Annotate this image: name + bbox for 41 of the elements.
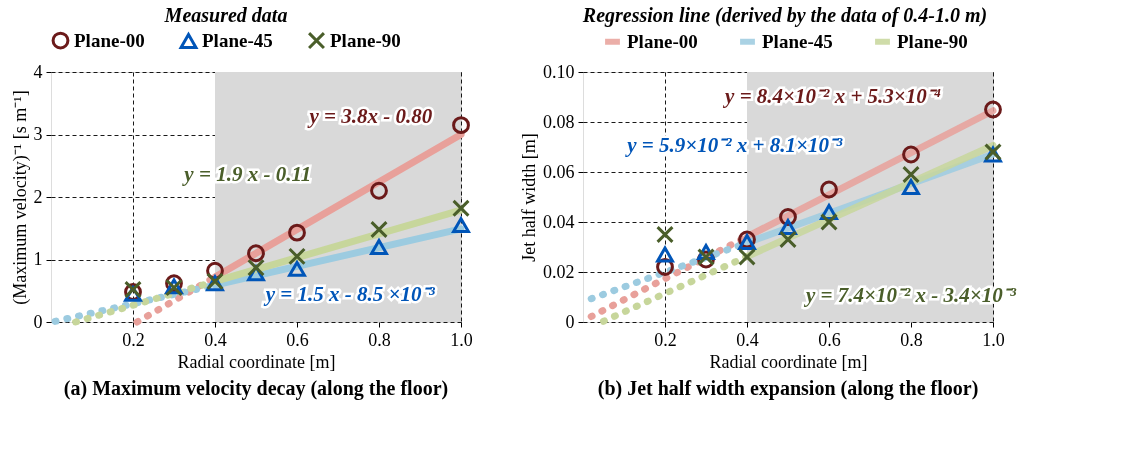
- legend-title: Regression line (derived by the data of 0.4-1.0 m): [581, 4, 988, 27]
- annotation: y = 7.4×10⁻² x - 3.4×10⁻³: [802, 282, 1017, 307]
- y-axis-title: (Maximum velocity)⁻¹ [s m⁻¹]: [9, 90, 31, 305]
- y-tick-label: 0.08: [543, 111, 575, 132]
- annotation: y = 1.9 x - 0.11: [181, 161, 312, 186]
- y-tick-label: 3: [33, 124, 43, 144]
- text: (a) Maximum velocity decay (along the floor): [63, 377, 449, 400]
- y-axis-title: Jet half width [m]: [519, 133, 539, 262]
- annotation: y = 8.4×10⁻² x + 5.3×10⁻⁴: [722, 84, 942, 108]
- x-tick-label: 0.2: [654, 329, 677, 350]
- x-axis-title: Radial coordinate [m]: [177, 351, 336, 372]
- text: (b) Jet half width expansion (along the floor): [597, 377, 979, 400]
- y-tick-label: 0.06: [543, 161, 575, 182]
- y-tick-label: 0: [565, 311, 575, 332]
- legend-label: Plane-90: [330, 29, 401, 51]
- x-axis-title: Radial coordinate [m]: [709, 351, 868, 372]
- x-tick-label: 1.0: [450, 329, 473, 350]
- annotation: y = 5.9×10⁻² x + 8.1×10⁻³: [624, 132, 843, 157]
- legend-title: Measured data: [163, 4, 288, 26]
- y-tick-label: 0.10: [543, 61, 575, 82]
- x-tick-label: 0.8: [368, 329, 391, 350]
- x-tick-label: 0.6: [286, 329, 309, 350]
- x-tick-label: 1.0: [982, 329, 1005, 350]
- y-tick-label: 0.02: [543, 261, 575, 282]
- x-tick-label: 0.4: [736, 329, 759, 350]
- x-tick-label: 0.8: [900, 329, 923, 350]
- legend-label: Plane-45: [762, 30, 833, 52]
- x-tick-label: 0.6: [818, 329, 841, 350]
- x-tick-label: 0.4: [204, 329, 227, 350]
- annotation: y = 3.8x - 0.80: [306, 104, 433, 128]
- legend-label: Plane-00: [627, 30, 698, 52]
- legend-label: Plane-45: [202, 30, 273, 52]
- legend-label: Plane-90: [897, 30, 968, 52]
- y-tick-label: 0.04: [543, 211, 575, 232]
- y-tick-label: 4: [33, 61, 43, 82]
- y-tick-label: 0: [33, 311, 43, 332]
- y-tick-label: 2: [33, 186, 43, 207]
- legend-label: Plane-00: [74, 29, 145, 51]
- y-tick-label: 1: [33, 249, 43, 269]
- annotation: y = 1.5 x - 8.5 ×10⁻³: [262, 281, 436, 306]
- x-tick-label: 0.2: [122, 329, 145, 350]
